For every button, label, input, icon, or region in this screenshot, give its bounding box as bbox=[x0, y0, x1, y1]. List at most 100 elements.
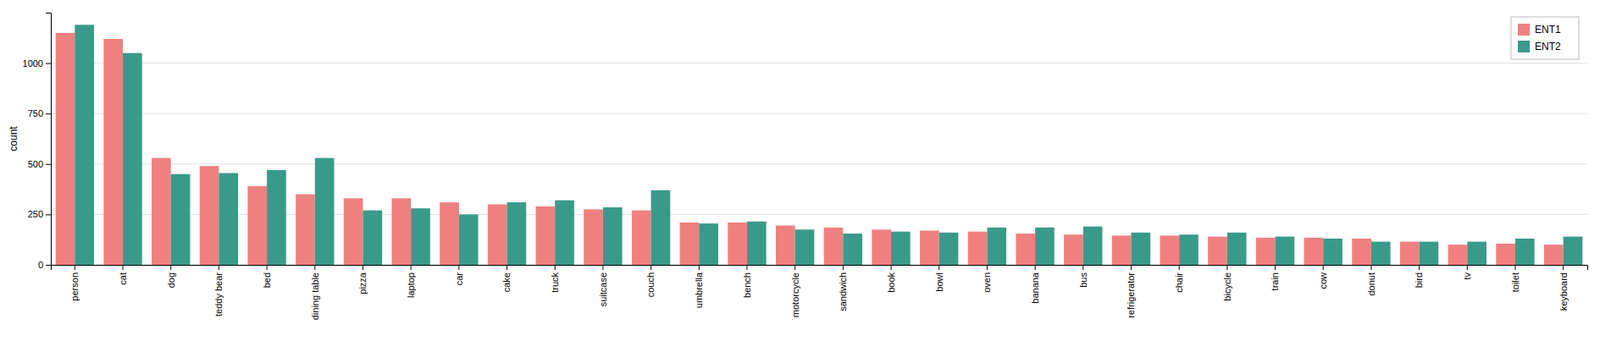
x-tick: train bbox=[1269, 265, 1280, 291]
x-tick: bed bbox=[261, 265, 272, 288]
bar bbox=[343, 198, 364, 266]
bar bbox=[871, 229, 892, 266]
y-tick-mark bbox=[45, 63, 51, 65]
x-tick: chair bbox=[1173, 265, 1185, 294]
x-tick-label: dining table bbox=[310, 272, 321, 321]
plot: person cat dog teddy bear bed dining table piz… bbox=[22, 13, 1589, 322]
x-tick: banana bbox=[1029, 265, 1041, 305]
x-tick-label: pizza bbox=[357, 271, 368, 295]
x-tick-mark bbox=[1179, 265, 1180, 271]
bar bbox=[218, 173, 239, 266]
bar bbox=[295, 194, 316, 266]
bar bbox=[986, 227, 1007, 266]
x-tick-mark bbox=[1418, 265, 1420, 271]
bar bbox=[554, 200, 575, 266]
grid-line bbox=[50, 62, 1588, 64]
y-tick-label: 750 bbox=[27, 108, 44, 119]
bar bbox=[199, 166, 220, 266]
x-tick-mark bbox=[842, 265, 844, 271]
x-tick-label: dog bbox=[166, 272, 177, 288]
series bbox=[74, 24, 1583, 266]
bar bbox=[1304, 238, 1324, 266]
bar bbox=[680, 222, 700, 266]
x-tick: pizza bbox=[357, 265, 368, 295]
x-tick: refrigerator bbox=[1125, 265, 1136, 319]
x-tick-mark bbox=[1035, 265, 1036, 271]
x-tick-mark bbox=[506, 265, 508, 271]
x-tick-label: laptop bbox=[405, 272, 416, 299]
x-tick-mark bbox=[1562, 265, 1564, 271]
chart: person cat dog teddy bear bed dining table piz… bbox=[0, 0, 1600, 341]
x-tick-label: motorcycle bbox=[790, 272, 801, 318]
x-tick-mark bbox=[938, 265, 940, 271]
bar bbox=[171, 174, 191, 266]
x-tick-mark bbox=[1130, 265, 1132, 271]
x-tick: oven bbox=[981, 265, 992, 294]
x-tick: sandwich bbox=[837, 265, 848, 312]
y-tick-label: 250 bbox=[27, 209, 44, 220]
x-tick: motorcycle bbox=[790, 265, 801, 318]
x-tick-label: cow bbox=[1317, 272, 1329, 290]
bar bbox=[410, 208, 431, 266]
grid bbox=[50, 63, 1588, 266]
x-tick-mark bbox=[602, 265, 604, 271]
bar bbox=[247, 186, 267, 266]
x-tick-mark bbox=[554, 265, 556, 271]
bar bbox=[1515, 238, 1535, 266]
legend-item: ENT2 bbox=[1517, 40, 1562, 53]
bar bbox=[536, 206, 556, 266]
bar bbox=[1207, 237, 1228, 266]
x-tick: dog bbox=[166, 265, 177, 288]
bar bbox=[1495, 243, 1516, 266]
bar bbox=[968, 232, 988, 266]
y-tick: 1000 bbox=[22, 58, 51, 69]
x-tick: bowl bbox=[934, 265, 945, 293]
legend-item: ENT1 bbox=[1517, 23, 1562, 36]
bar bbox=[795, 229, 815, 266]
x-tick-mark bbox=[458, 265, 460, 271]
bar bbox=[1159, 235, 1180, 266]
x-tick-mark bbox=[698, 265, 700, 271]
bar bbox=[583, 209, 604, 266]
bars bbox=[55, 24, 1584, 266]
x-tick-mark bbox=[1514, 265, 1516, 271]
bar bbox=[1544, 244, 1564, 266]
bar bbox=[919, 230, 940, 266]
bar bbox=[1035, 227, 1055, 266]
bar bbox=[122, 53, 143, 266]
bar bbox=[1275, 237, 1296, 266]
x-tick-mark bbox=[362, 265, 364, 271]
bar bbox=[891, 232, 911, 266]
x-tick: truck bbox=[549, 265, 560, 294]
x-tick-label: bowl bbox=[934, 272, 945, 293]
x-tick: person bbox=[69, 265, 80, 302]
x-tick: cat bbox=[117, 265, 128, 286]
bar bbox=[103, 38, 123, 266]
x-tick-label: truck bbox=[549, 272, 560, 294]
x-tick-label: bench bbox=[741, 272, 753, 299]
x-tick-mark bbox=[170, 265, 172, 271]
y-tick: 500 bbox=[27, 159, 51, 170]
bar bbox=[55, 33, 76, 266]
bar bbox=[1083, 226, 1103, 266]
x-tick-label: tv bbox=[1461, 272, 1473, 281]
bar bbox=[1112, 235, 1132, 266]
series bbox=[55, 33, 1564, 266]
bar bbox=[1256, 238, 1276, 266]
x-tick-mark bbox=[1226, 265, 1228, 271]
legend-label: ENT2 bbox=[1534, 40, 1562, 53]
y-tick: 250 bbox=[27, 209, 51, 220]
bar bbox=[939, 232, 959, 266]
y-axis: 0 250 500 750 1000 bbox=[22, 13, 52, 272]
x-tick-label: bird bbox=[1413, 272, 1424, 288]
x-tick-mark bbox=[74, 265, 76, 271]
x-tick-label: teddy bear bbox=[213, 272, 224, 317]
y-tick: 0 bbox=[38, 260, 51, 271]
x-tick-label: train bbox=[1269, 272, 1280, 291]
y-tick: 750 bbox=[27, 108, 51, 119]
bar bbox=[151, 158, 172, 266]
bar bbox=[747, 221, 767, 266]
bar bbox=[315, 158, 335, 266]
y-tick-mark bbox=[45, 214, 51, 216]
x-tick-mark bbox=[1467, 265, 1468, 271]
